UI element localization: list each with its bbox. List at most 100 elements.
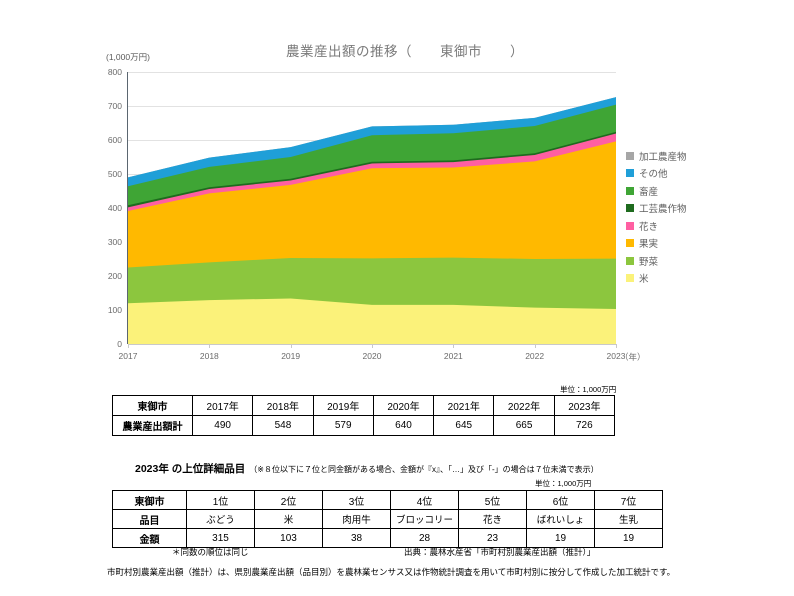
legend-item-label: その他: [639, 169, 668, 181]
table2-amount-5: 23: [458, 528, 527, 548]
legend-item-その他[interactable]: その他: [626, 165, 756, 183]
y-tick-label: 500: [107, 169, 122, 179]
grid-line: [128, 106, 616, 107]
x-tick-label: 2020: [362, 351, 382, 361]
table2-item-3: 肉用牛: [322, 509, 391, 529]
legend-item-米[interactable]: 米: [626, 270, 756, 288]
table1-value-2023: 726: [553, 415, 616, 436]
footnote-same-rank: ＊同数の順位は同じ: [172, 547, 249, 557]
legend-swatch-icon: [626, 151, 634, 160]
grid-line: [128, 72, 616, 73]
legend-item-花き[interactable]: 花き: [626, 217, 756, 235]
table1-value-2020: 640: [372, 415, 435, 436]
y-tick-label: 0: [117, 339, 122, 349]
table1-year-2022: 2022年: [493, 395, 555, 416]
footnote-explanation: 市町村別農業産出額（推計）は、県別農業産出額（品目別）を農林業センサス又は作物統…: [107, 567, 676, 577]
x-tick-label: 2019: [281, 351, 301, 361]
legend-item-label: 畜産: [639, 186, 659, 198]
table1-value-2017: 490: [191, 415, 254, 436]
table2-amount-1: 315: [186, 528, 255, 548]
table1-year-2019: 2019年: [312, 395, 374, 416]
table2-item-1: ぶどう: [186, 509, 255, 529]
table2-city-name: 東御市: [112, 490, 187, 510]
table1-value-2019: 579: [312, 415, 374, 436]
x-tick-label: 2023: [606, 351, 626, 361]
x-tick: [372, 344, 373, 348]
table1-year-2020: 2020年: [372, 395, 435, 416]
stacked-area-series: [128, 97, 616, 344]
legend-swatch-icon: [626, 239, 634, 248]
legend-swatch-icon: [626, 204, 634, 213]
legend-swatch-icon: [626, 186, 634, 195]
legend-item-果実[interactable]: 果実: [626, 235, 756, 253]
table1-year-2018: 2018年: [252, 395, 314, 416]
y-tick-label: 100: [107, 305, 122, 315]
legend-item-野菜[interactable]: 野菜: [626, 252, 756, 270]
table2-rank-7: 7位: [594, 490, 663, 510]
chart-title: 農業産出額の推移（ 東御市 ）: [286, 44, 524, 59]
x-tick: [453, 344, 455, 348]
table1-year-2021: 2021年: [433, 395, 495, 416]
table2-item-5: 花き: [458, 509, 527, 529]
table2-rank-2: 2位: [254, 490, 323, 510]
legend-swatch-icon: [626, 221, 634, 230]
table2-amount-row-label: 金額: [112, 528, 187, 548]
legend-swatch-icon: [626, 256, 634, 265]
y-tick-label: 300: [107, 237, 122, 247]
table2-amount-2: 103: [254, 528, 323, 548]
table2-rank-4: 4位: [390, 490, 459, 510]
x-axis-unit-label: （年）: [620, 352, 646, 362]
legend-item-label: 野菜: [639, 256, 659, 268]
top-items-table: 東御市 1位 2位 3位 4位 5位 6位 7位 品目 ぶどう 米 肉用牛 ブロ…: [112, 490, 663, 548]
table-row: 金額 315 103 38 28 23 19 19: [112, 528, 663, 548]
table2-item-2: 米: [254, 509, 323, 529]
plot-wrap: 800 700 600 500 400 300 200 100 0 2017 2018 2019 20…: [108, 67, 646, 362]
table2-rank-1: 1位: [186, 490, 255, 510]
table2-amount-6: 19: [526, 528, 595, 548]
chart-block: 農業産出額の推移（ 東御市 ） (1,000万円) 800 700 600 500 40…: [106, 44, 756, 362]
table2-item-4: ブロッコリー: [390, 509, 459, 529]
legend-item-label: 米: [639, 274, 649, 286]
x-tick: [209, 344, 211, 348]
legend-item-畜産[interactable]: 畜産: [626, 182, 756, 200]
area-series-米: [128, 298, 616, 344]
legend-item-加工農産物[interactable]: 加工農産物: [626, 147, 756, 165]
table2-amount-4: 28: [390, 528, 459, 548]
section2-heading-text: 2023年 の上位詳細品目: [135, 463, 246, 475]
legend-item-label: 加工農産物: [639, 151, 687, 163]
table-row: 品目 ぶどう 米 肉用牛 ブロッコリー 花き ばれいしょ 生乳: [112, 509, 663, 529]
table1-city-name: 東御市: [112, 395, 193, 416]
y-tick-label: 800: [107, 67, 122, 77]
x-tick-label: 2018: [199, 351, 219, 361]
y-tick-label: 600: [107, 135, 122, 145]
legend-item-label: 工芸農作物: [639, 204, 687, 216]
x-tick: [290, 344, 292, 348]
table1-year-2017: 2017年: [191, 395, 254, 416]
chart-legend: 加工農産物その他畜産工芸農作物花き果実野菜米: [626, 147, 756, 287]
table2-rank-3: 3位: [322, 490, 391, 510]
legend-swatch-icon: [626, 169, 634, 178]
x-tick-label: 2021: [443, 351, 463, 361]
table-row-header: 東御市 1位 2位 3位 4位 5位 6位 7位: [112, 490, 663, 510]
x-tick: [534, 344, 536, 348]
legend-item-label: 花き: [639, 221, 659, 233]
table2-amount-7: 19: [594, 528, 663, 548]
legend-item-工芸農作物[interactable]: 工芸農作物: [626, 200, 756, 218]
table2-rank-6: 6位: [526, 490, 595, 510]
legend-item-label: 果実: [639, 239, 659, 251]
table2-item-6: ばれいしょ: [526, 509, 595, 529]
x-tick: [128, 344, 129, 348]
y-axis-line: [127, 72, 128, 344]
section2-note: （※８位以下に７位と同金額がある場合、金額が『x』、「…」及び「-」の場合は７位…: [249, 465, 599, 474]
x-tick-label: 2022: [525, 351, 545, 361]
legend-swatch-icon: [626, 274, 634, 283]
table2-item-row-label: 品目: [112, 509, 187, 529]
table1-unit-note: 単位：1,000万円: [560, 385, 617, 394]
table1-year-2023: 2023年: [553, 395, 616, 416]
table1-value-2018: 548: [252, 415, 314, 436]
table2-unit-note: 単位：1,000万円: [535, 479, 592, 488]
agricultural-output-table: 東御市 2017年 2018年 2019年 2020年 2021年 2022年 …: [112, 395, 616, 436]
footnote-source: 出典：農林水産省「市町村別農業産出額（推計）」: [404, 547, 596, 557]
y-tick-label: 200: [107, 271, 122, 281]
plot-area: 800 700 600 500 400 300 200 100 0 2017 2018 2019 20…: [108, 67, 646, 362]
